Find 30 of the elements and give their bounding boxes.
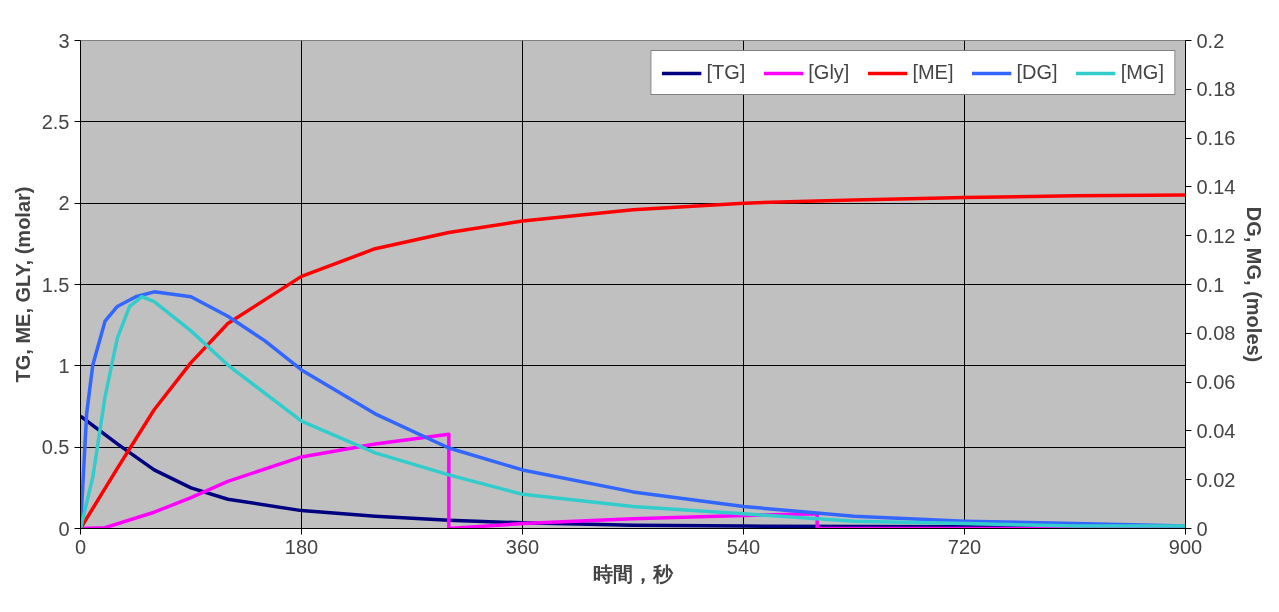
y2-tick-label: 0.2 <box>1196 29 1225 52</box>
y2-tick-label: 0.06 <box>1196 371 1236 394</box>
y2-tick-label: 0.18 <box>1196 78 1236 101</box>
legend-label: [TG] <box>706 61 746 84</box>
x-tick-label: 720 <box>947 535 982 558</box>
y2-tick-label: 0.16 <box>1196 127 1236 150</box>
y-tick-label: 2 <box>58 192 70 215</box>
legend-label: [ME] <box>912 61 954 84</box>
legend-label: [Gly] <box>808 61 850 84</box>
y-axis-title: TG, ME, GLY, (molar) <box>11 186 34 383</box>
legend-label: [MG] <box>1120 61 1164 84</box>
x-tick-label: 180 <box>284 535 319 558</box>
y-tick-label: 0.5 <box>41 436 70 459</box>
x-axis-title: 時間，秒 <box>593 561 674 586</box>
y-tick-label: 1.5 <box>41 273 70 296</box>
y-tick-label: 0 <box>58 517 70 540</box>
y2-axis-title: DG, MG, (moles) <box>1243 206 1266 363</box>
y2-tick-label: 0.12 <box>1196 224 1236 247</box>
y2-tick-label: 0.08 <box>1196 322 1236 345</box>
x-tick-label: 360 <box>505 535 540 558</box>
y2-tick-label: 0.14 <box>1196 175 1236 198</box>
x-tick-label: 540 <box>726 535 761 558</box>
legend-label: [DG] <box>1016 61 1058 84</box>
y-tick-label: 2.5 <box>41 110 70 133</box>
y-tick-label: 1 <box>58 354 70 377</box>
x-tick-label: 0 <box>74 535 87 558</box>
y2-tick-label: 0.1 <box>1196 273 1225 296</box>
y2-tick-label: 0.02 <box>1196 468 1236 491</box>
y2-tick-label: 0.04 <box>1196 419 1236 442</box>
y-tick-label: 3 <box>58 29 70 52</box>
